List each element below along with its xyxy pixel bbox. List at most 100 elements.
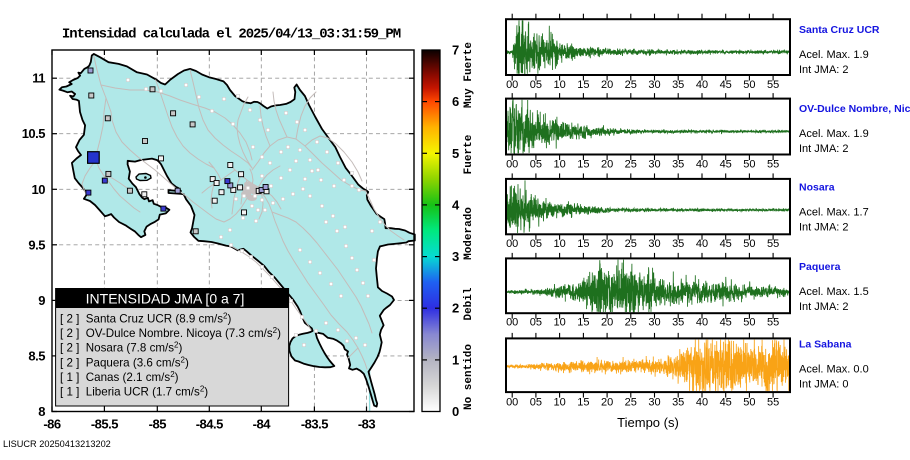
svg-text:00: 00	[506, 238, 518, 250]
svg-text:20: 20	[601, 79, 613, 91]
svg-text:20: 20	[601, 238, 613, 250]
svg-text:30: 30	[648, 397, 660, 409]
svg-text:-85: -85	[149, 417, 167, 432]
svg-text:Acel. Max. 1.7: Acel. Max. 1.7	[799, 207, 869, 219]
svg-text:Acel. Max. 1.9: Acel. Max. 1.9	[799, 128, 869, 140]
svg-text:OV-Dulce Nombre, Nicoya: OV-Dulce Nombre, Nicoya	[799, 103, 910, 115]
svg-text:-83.5: -83.5	[301, 417, 328, 432]
svg-text:45: 45	[720, 238, 732, 250]
svg-text:Int JMA: 2: Int JMA: 2	[799, 222, 849, 234]
svg-text:8: 8	[38, 404, 45, 419]
svg-text:10: 10	[553, 238, 565, 250]
svg-text:00: 00	[506, 397, 518, 409]
svg-text:6: 6	[452, 94, 459, 109]
svg-text:11: 11	[32, 71, 45, 86]
svg-text:[ 1 ] Canas (2.1 cm/s2): [ 1 ] Canas (2.1 cm/s2)	[60, 370, 179, 384]
svg-text:40: 40	[696, 79, 708, 91]
svg-text:No sentido: No sentido	[463, 344, 475, 410]
svg-text:10.5: 10.5	[22, 126, 46, 141]
svg-text:Acel. Max. 0.0: Acel. Max. 0.0	[799, 364, 869, 376]
svg-text:55: 55	[767, 397, 779, 409]
svg-text:20: 20	[601, 317, 613, 329]
svg-text:[ 2 ] Paquera (3.6 cm/s2): [ 2 ] Paquera (3.6 cm/s2)	[60, 355, 189, 369]
svg-text:15: 15	[577, 397, 589, 409]
svg-text:10: 10	[553, 159, 565, 171]
svg-text:Intensidad calculada el 2025/0: Intensidad calculada el 2025/04/13_03:31…	[62, 27, 401, 43]
svg-text:35: 35	[672, 79, 684, 91]
svg-text:[ 2 ] OV-Dulce Nombre. Nicoya: [ 2 ] OV-Dulce Nombre. Nicoya (7.3 cm/s2…	[60, 326, 281, 340]
svg-text:Int JMA: 0: Int JMA: 0	[799, 379, 849, 391]
svg-text:10: 10	[32, 182, 46, 197]
svg-text:Int JMA: 2: Int JMA: 2	[799, 64, 849, 76]
svg-text:45: 45	[720, 317, 732, 329]
svg-text:-83: -83	[358, 417, 376, 432]
svg-text:00: 00	[506, 159, 518, 171]
svg-text:35: 35	[672, 238, 684, 250]
svg-text:La Sabana: La Sabana	[799, 339, 852, 351]
svg-text:30: 30	[648, 159, 660, 171]
svg-text:4: 4	[452, 197, 460, 212]
svg-text:20: 20	[601, 159, 613, 171]
svg-text:45: 45	[720, 159, 732, 171]
svg-text:15: 15	[577, 159, 589, 171]
svg-text:50: 50	[743, 317, 755, 329]
svg-text:Santa Cruz UCR: Santa Cruz UCR	[799, 24, 880, 36]
svg-text:Debil: Debil	[463, 287, 475, 320]
svg-text:Moderado: Moderado	[463, 207, 475, 260]
svg-text:45: 45	[720, 79, 732, 91]
svg-text:55: 55	[767, 79, 779, 91]
svg-text:55: 55	[767, 159, 779, 171]
svg-text:40: 40	[696, 159, 708, 171]
svg-text:9.5: 9.5	[28, 237, 45, 252]
svg-text:-84.5: -84.5	[196, 417, 223, 432]
svg-text:15: 15	[577, 79, 589, 91]
svg-text:LISUCR 20250413213202: LISUCR 20250413213202	[3, 439, 111, 449]
svg-text:5: 5	[452, 146, 459, 161]
svg-text:2: 2	[452, 301, 459, 316]
svg-text:25: 25	[625, 159, 637, 171]
svg-text:30: 30	[648, 79, 660, 91]
svg-text:00: 00	[506, 79, 518, 91]
svg-text:Int JMA: 2: Int JMA: 2	[799, 143, 849, 155]
svg-text:-86: -86	[43, 417, 61, 432]
svg-text:30: 30	[648, 238, 660, 250]
svg-text:25: 25	[625, 397, 637, 409]
svg-text:40: 40	[696, 317, 708, 329]
svg-text:8.5: 8.5	[28, 348, 45, 363]
svg-text:00: 00	[506, 317, 518, 329]
svg-text:55: 55	[767, 238, 779, 250]
svg-text:Acel. Max. 1.5: Acel. Max. 1.5	[799, 286, 869, 298]
svg-text:35: 35	[672, 159, 684, 171]
svg-text:Tiempo (s): Tiempo (s)	[617, 415, 679, 430]
svg-text:9: 9	[38, 293, 45, 308]
svg-text:05: 05	[530, 79, 542, 91]
svg-text:55: 55	[767, 317, 779, 329]
svg-text:25: 25	[625, 79, 637, 91]
svg-text:10: 10	[553, 397, 565, 409]
svg-text:INTENSIDAD JMA [0 a 7]: INTENSIDAD JMA [0 a 7]	[86, 291, 245, 307]
svg-text:25: 25	[625, 238, 637, 250]
svg-text:50: 50	[743, 159, 755, 171]
svg-text:Nosara: Nosara	[799, 182, 835, 194]
svg-text:Acel. Max. 1.9: Acel. Max. 1.9	[799, 49, 869, 61]
svg-text:05: 05	[530, 159, 542, 171]
svg-text:15: 15	[577, 238, 589, 250]
svg-text:Muy Fuerte: Muy Fuerte	[463, 42, 475, 108]
svg-text:[ 1 ] Liberia UCR (1.7 cm/s2): [ 1 ] Liberia UCR (1.7 cm/s2)	[60, 385, 208, 399]
svg-text:50: 50	[743, 79, 755, 91]
svg-text:15: 15	[577, 317, 589, 329]
svg-text:05: 05	[530, 238, 542, 250]
svg-text:[ 2 ] Nosara (7.8 cm/s2): [ 2 ] Nosara (7.8 cm/s2)	[60, 341, 183, 355]
svg-text:3: 3	[452, 249, 459, 264]
svg-text:-84: -84	[253, 417, 272, 432]
svg-text:05: 05	[530, 317, 542, 329]
svg-text:Int JMA: 2: Int JMA: 2	[799, 301, 849, 313]
svg-text:7: 7	[452, 43, 459, 58]
svg-text:25: 25	[625, 317, 637, 329]
svg-text:Paquera: Paquera	[799, 261, 841, 273]
svg-text:40: 40	[696, 238, 708, 250]
svg-text:30: 30	[648, 317, 660, 329]
svg-text:-85.5: -85.5	[91, 417, 118, 432]
svg-text:05: 05	[530, 397, 542, 409]
svg-text:40: 40	[696, 397, 708, 409]
